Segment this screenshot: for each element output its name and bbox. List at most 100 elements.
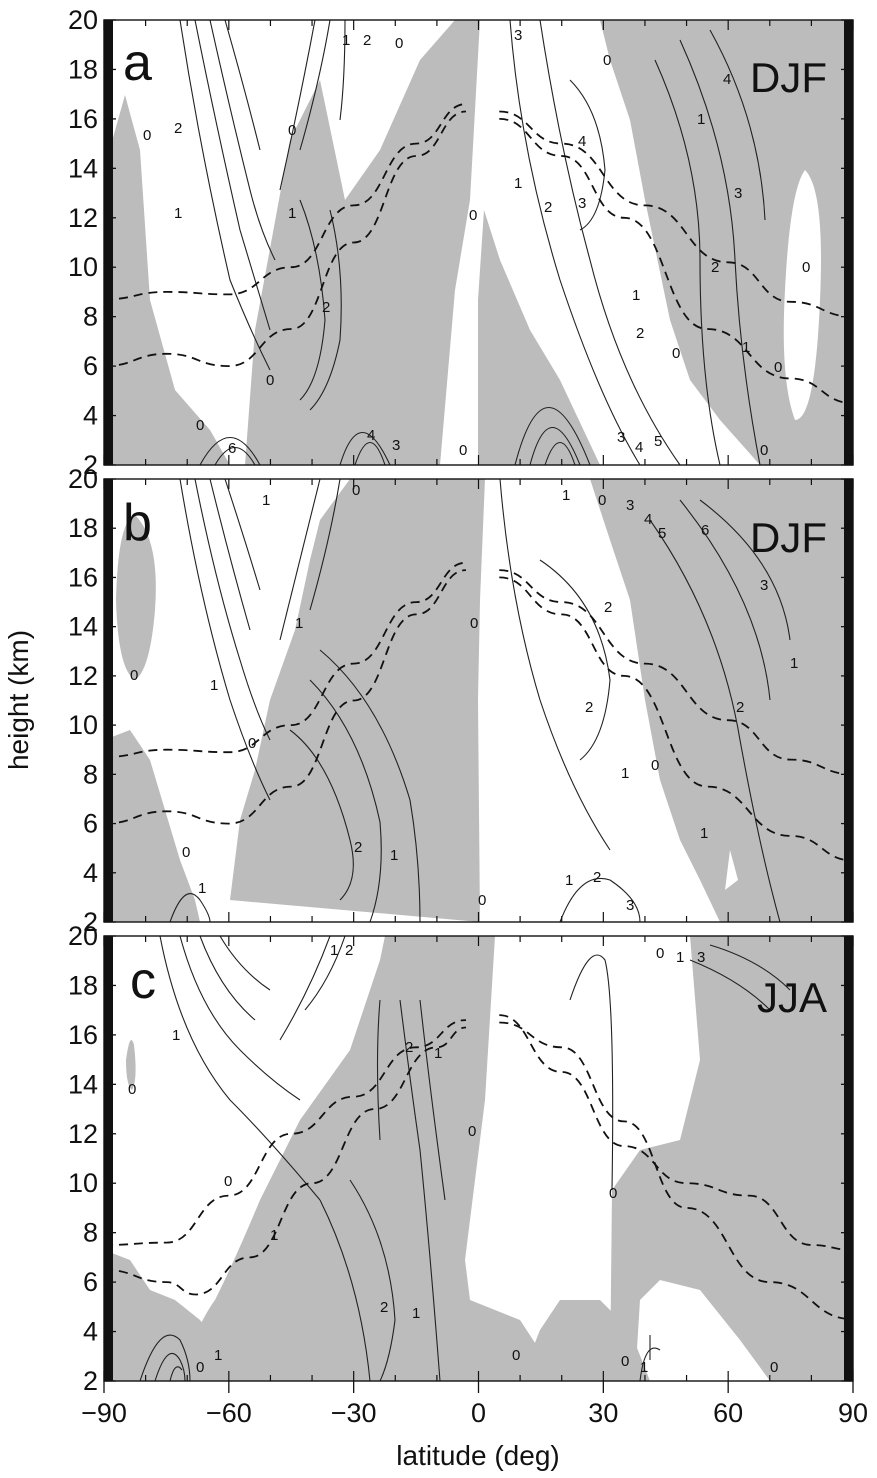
contour-label: 2: [736, 699, 744, 716]
y-tick-label: 8: [83, 759, 98, 789]
y-tick-label: 8: [83, 1218, 98, 1248]
contour-label: 4: [367, 427, 375, 444]
y-tick-label: 16: [68, 1020, 98, 1050]
y-tick-label: 8: [83, 302, 98, 332]
contour-label: 1: [198, 880, 206, 897]
tropopause-line: [499, 1021, 853, 1321]
contour-label: 0: [248, 735, 256, 752]
contour-label: 0: [128, 1081, 136, 1098]
y-tick-label: 10: [68, 252, 98, 282]
contour-label: 0: [395, 35, 403, 52]
panel-a-tropopause: [104, 103, 853, 405]
contour-label: 1: [640, 1359, 648, 1376]
contour-label: 0: [224, 1173, 232, 1190]
contour-label: 0: [459, 442, 467, 459]
y-tick-label: 16: [68, 562, 98, 592]
y-tick-label: 12: [68, 203, 98, 233]
panel-a-shading: [104, 20, 853, 465]
contour-label: 0: [770, 1359, 778, 1376]
panel-c-tropopause: [104, 1014, 853, 1321]
contour-label: 3: [392, 437, 400, 454]
x-tick-label: −90: [81, 1398, 127, 1428]
contour-label: 0: [512, 1347, 520, 1364]
y-tick-label: 18: [68, 970, 98, 1000]
contour-label: 5: [658, 525, 666, 542]
tropopause-line: [499, 569, 853, 776]
contour-label: 0: [672, 345, 680, 362]
y-tick-label: 20: [68, 5, 98, 35]
contour-label: 2: [585, 699, 593, 716]
y-tick-label: 2: [83, 907, 98, 937]
contour-label: 1: [562, 487, 570, 504]
y-tick-label: 12: [68, 1119, 98, 1149]
contour-label: 0: [774, 359, 782, 376]
panel-b-tropopause: [104, 561, 853, 862]
y-tick-label: 18: [68, 513, 98, 543]
y-tick-label: 4: [83, 858, 98, 888]
panel-c-left-bar: [104, 936, 113, 1381]
y-tick-label: 4: [83, 1317, 98, 1347]
contour-label: 3: [734, 185, 742, 202]
contour-label: 0: [760, 442, 768, 459]
panel-b-left-bar: [104, 479, 113, 922]
contour-label: 1: [295, 615, 303, 632]
tropopause-line: [104, 1026, 467, 1296]
contour-label: 5: [654, 433, 662, 450]
panel-c-season: JJA: [757, 974, 827, 1021]
tropopause-line: [104, 569, 467, 825]
contour-label: 4: [723, 71, 731, 88]
contour-label: 1: [342, 32, 350, 49]
contour-label: 1: [172, 1027, 180, 1044]
contour-label: 3: [626, 897, 634, 914]
contour-label: 3: [578, 195, 586, 212]
panel-a-contours: [179, 20, 766, 465]
x-tick-label: −30: [331, 1398, 377, 1428]
x-tick-label: 60: [713, 1398, 743, 1428]
contour-label: 2: [380, 1299, 388, 1316]
panel-a-contour-labels: 0 1 2 1 2 0 0 1 2 0 4 3 0 0 1 2 3 4 3 0 …: [143, 27, 810, 459]
contour-label: 0: [621, 1353, 629, 1370]
contour-label: 0: [603, 52, 611, 69]
contour-label: 3: [626, 497, 634, 514]
panel-c-right-bar: [844, 936, 853, 1381]
contour-label: 3: [514, 27, 522, 44]
contour-label: 0: [143, 127, 151, 144]
contour-label: 1: [742, 339, 750, 356]
panel-a: 0 1 2 1 2 0 0 1 2 0 4 3 0 0 1 2 3 4 3 0 …: [103, 19, 854, 466]
contour-label: 4: [635, 439, 643, 456]
panel-c-contour-labels: 0 1 1 2 0 1 2 1 2 1 0 0 0 0 1 0 1 3 0 0 …: [128, 942, 778, 1376]
contour-label: 0: [470, 615, 478, 632]
contour-label: 0: [609, 1185, 617, 1202]
contour-label: 1: [621, 765, 629, 782]
tropopause-line: [104, 103, 467, 301]
tropopause-line: [104, 110, 467, 368]
x-tick-label: −60: [206, 1398, 252, 1428]
panel-b: 0 1 1 0 1 0 2 1 0 1 0 0 1 0 3 4 5 6 3 1 …: [103, 478, 854, 923]
contour-label: 1: [514, 175, 522, 192]
tropopause-line: [499, 110, 853, 318]
contour-label: 1: [790, 655, 798, 672]
y-tick-label: 6: [83, 351, 98, 381]
x-axis-title: latitude (deg): [396, 1440, 559, 1471]
contour-label: 3: [617, 429, 625, 446]
y-tick-label: 16: [68, 104, 98, 134]
contour-label: 0: [469, 207, 477, 224]
contour-label: 1: [214, 1347, 222, 1364]
y-axis-title: height (km): [3, 630, 34, 770]
panel-b-contours: [169, 479, 791, 922]
y-tick-label: 14: [68, 1069, 98, 1099]
tropopause-line: [499, 1014, 853, 1251]
contour-label: 0: [468, 1123, 476, 1140]
y-tick-label: 20: [68, 464, 98, 494]
y-tick-label: 18: [68, 54, 98, 84]
x-axis: −90 −60 −30 0 30 60 90: [81, 20, 868, 1428]
contour-label: 2: [363, 32, 371, 49]
contour-label: 1: [210, 677, 218, 694]
panel-a-left-bar: [104, 20, 113, 465]
tropopause-line: [104, 1019, 467, 1246]
contour-label: 0: [598, 492, 606, 509]
contour-label: 1: [174, 205, 182, 222]
contour-label: 2: [593, 869, 601, 886]
panel-c: 0 1 1 2 0 1 2 1 2 1 0 0 0 0 1 0 1 3 0 0 …: [103, 935, 854, 1382]
